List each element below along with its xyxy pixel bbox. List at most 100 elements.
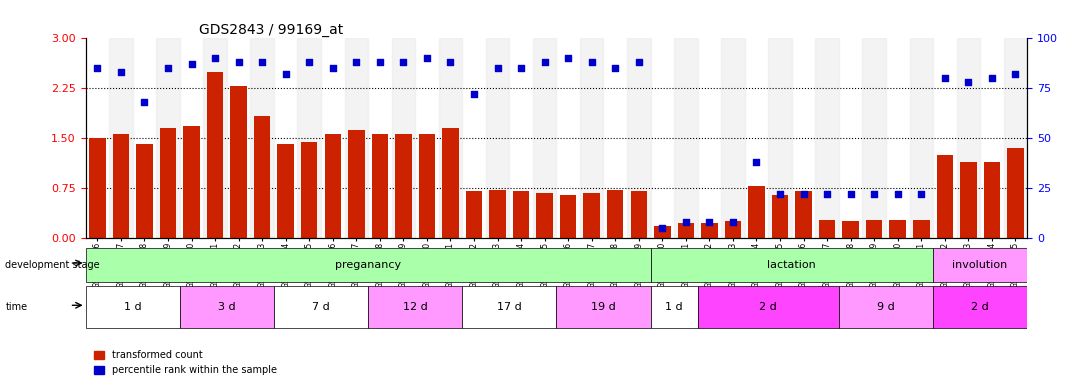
Bar xyxy=(721,38,745,238)
Point xyxy=(819,191,836,197)
Bar xyxy=(250,38,274,238)
Text: GDS2843 / 99169_at: GDS2843 / 99169_at xyxy=(199,23,342,37)
Point xyxy=(89,65,106,71)
Bar xyxy=(533,38,556,238)
Bar xyxy=(866,220,883,238)
FancyBboxPatch shape xyxy=(368,286,462,328)
Bar xyxy=(254,116,271,238)
FancyBboxPatch shape xyxy=(651,286,698,328)
Bar xyxy=(748,186,765,238)
Point xyxy=(536,59,553,65)
Point xyxy=(560,55,577,61)
Text: preganancy: preganancy xyxy=(335,260,401,270)
Text: 1 d: 1 d xyxy=(124,302,141,312)
Point xyxy=(489,65,506,71)
Point xyxy=(371,59,388,65)
Bar xyxy=(654,226,671,238)
Point xyxy=(513,65,530,71)
FancyBboxPatch shape xyxy=(839,286,933,328)
Bar xyxy=(674,38,698,238)
Point xyxy=(748,159,765,165)
Bar xyxy=(513,192,530,238)
Bar xyxy=(536,193,553,238)
Point xyxy=(277,71,294,78)
Bar xyxy=(392,38,415,238)
Bar xyxy=(109,38,133,238)
Bar xyxy=(960,162,977,238)
FancyBboxPatch shape xyxy=(698,286,839,328)
Point xyxy=(866,191,883,197)
Bar xyxy=(768,38,792,238)
Point xyxy=(983,75,1000,81)
FancyBboxPatch shape xyxy=(180,286,274,328)
Point xyxy=(936,75,953,81)
Bar xyxy=(583,193,600,238)
Bar xyxy=(819,220,836,238)
Text: development stage: development stage xyxy=(5,260,100,270)
Point xyxy=(230,59,247,65)
Point xyxy=(348,59,365,65)
Text: 12 d: 12 d xyxy=(402,302,428,312)
Text: 1 d: 1 d xyxy=(666,302,683,312)
Bar xyxy=(418,134,435,238)
Bar xyxy=(159,128,177,238)
Point xyxy=(913,191,930,197)
Point xyxy=(889,191,906,197)
Point xyxy=(159,65,177,71)
Point xyxy=(112,69,129,75)
Point xyxy=(842,191,859,197)
Text: 7 d: 7 d xyxy=(312,302,330,312)
Point xyxy=(795,191,812,197)
Bar xyxy=(183,126,200,238)
Bar xyxy=(677,223,694,238)
FancyBboxPatch shape xyxy=(86,286,180,328)
Bar xyxy=(627,38,651,238)
Text: 19 d: 19 d xyxy=(591,302,616,312)
Bar xyxy=(489,190,506,238)
Point xyxy=(1007,71,1024,78)
Point xyxy=(207,55,224,61)
Point xyxy=(418,55,435,61)
Bar xyxy=(862,38,886,238)
Text: 3 d: 3 d xyxy=(218,302,235,312)
Bar xyxy=(983,162,1000,238)
Point xyxy=(301,59,318,65)
Bar xyxy=(348,129,365,238)
Bar xyxy=(1007,148,1024,238)
Point xyxy=(701,219,718,225)
Legend: transformed count, percentile rank within the sample: transformed count, percentile rank withi… xyxy=(91,346,280,379)
Bar xyxy=(345,38,368,238)
Bar xyxy=(89,138,106,238)
Point xyxy=(583,59,600,65)
Point xyxy=(630,59,647,65)
Bar xyxy=(910,38,933,238)
Point xyxy=(677,219,694,225)
Bar xyxy=(815,38,839,238)
Bar xyxy=(795,192,812,238)
Point xyxy=(654,225,671,231)
Bar xyxy=(112,134,129,238)
Bar xyxy=(842,222,859,238)
FancyBboxPatch shape xyxy=(933,286,1027,328)
Bar xyxy=(230,86,247,238)
Point xyxy=(136,99,153,105)
Bar xyxy=(301,142,318,238)
Bar xyxy=(442,128,459,238)
Bar xyxy=(371,134,388,238)
FancyBboxPatch shape xyxy=(556,286,651,328)
Bar xyxy=(297,38,321,238)
Bar xyxy=(207,72,224,238)
Text: lactation: lactation xyxy=(767,260,816,270)
Bar xyxy=(913,220,930,238)
FancyBboxPatch shape xyxy=(462,286,556,328)
Bar xyxy=(771,195,789,238)
FancyBboxPatch shape xyxy=(274,286,368,328)
Bar xyxy=(203,38,227,238)
Text: time: time xyxy=(5,302,28,312)
FancyBboxPatch shape xyxy=(86,248,651,282)
Text: 2 d: 2 d xyxy=(760,302,777,312)
Point xyxy=(254,59,271,65)
Bar xyxy=(395,134,412,238)
Point xyxy=(465,91,483,98)
Point xyxy=(960,79,977,85)
